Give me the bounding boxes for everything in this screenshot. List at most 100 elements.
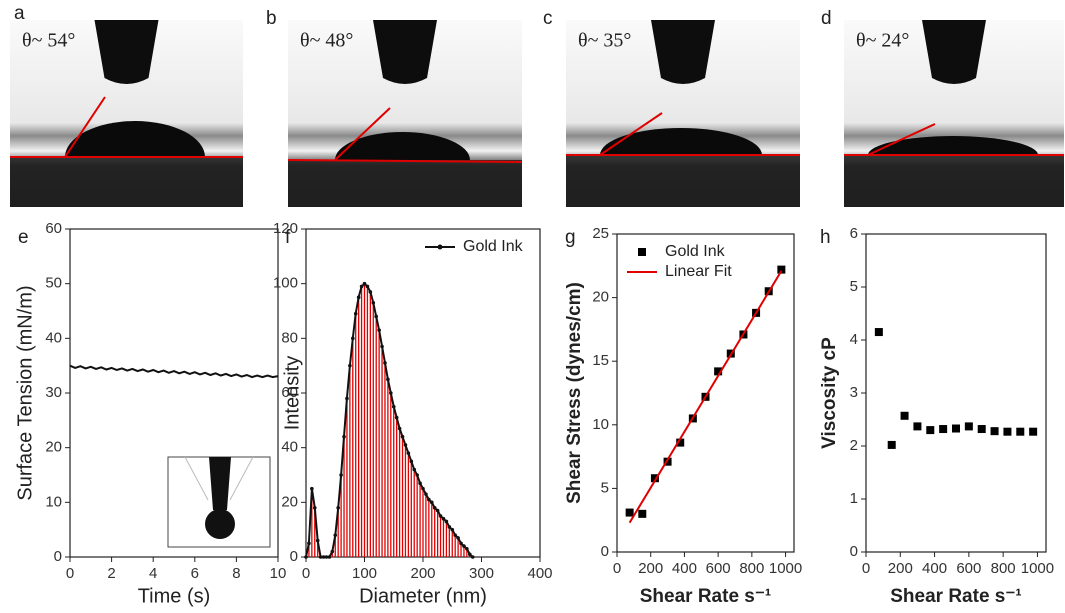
point: [310, 486, 314, 491]
point: [377, 328, 381, 332]
y-tick-label: 20: [45, 439, 62, 456]
point: [368, 290, 373, 294]
y-tick-label: 2: [850, 437, 858, 454]
x-axis-title: Shear Rate s⁻¹: [890, 586, 1021, 607]
y-tick-label: 0: [54, 548, 62, 565]
point: [952, 424, 960, 433]
panel-label: c: [543, 8, 553, 29]
panel-label: g: [565, 227, 576, 248]
point: [333, 533, 338, 537]
point: [412, 467, 417, 472]
needle: [922, 20, 986, 84]
x-tick-label: 200: [410, 565, 435, 582]
point: [470, 555, 475, 559]
point: [638, 509, 647, 518]
x-tick-label: 400: [922, 560, 947, 577]
plot-frame: [616, 233, 795, 553]
point: [874, 328, 883, 337]
y-tick-label: 15: [592, 352, 609, 369]
point: [926, 426, 935, 435]
y-tick-label: 40: [281, 439, 298, 456]
x-tick-label: 600: [706, 560, 731, 577]
panel-label: e: [18, 227, 29, 248]
point: [359, 284, 364, 289]
panel-label: b: [266, 8, 277, 29]
panel-label: f: [285, 227, 291, 248]
droplet: [65, 121, 205, 157]
chart: 0 1 2 3 4 5 6 0 200 400 600 800 1000 h Shear Rate s⁻¹ V…: [819, 225, 1054, 607]
y-tick-label: 4: [850, 331, 858, 348]
x-tick-label: 200: [888, 560, 913, 577]
x-tick-label: 800: [739, 560, 764, 577]
point: [394, 415, 399, 420]
x-tick-label: 800: [991, 560, 1016, 577]
tangent: [867, 123, 936, 156]
y-tick-label: 20: [592, 289, 609, 306]
point: [777, 265, 786, 274]
x-tick-label: 1000: [1021, 560, 1054, 577]
point: [1016, 427, 1025, 436]
point: [456, 536, 460, 540]
point: [421, 486, 425, 491]
point: [432, 506, 437, 510]
x-tick-label: 0: [613, 560, 621, 577]
x-tick-label: 8: [232, 565, 240, 582]
y-tick-label: 0: [601, 543, 609, 560]
x-tick-label: 1000: [769, 560, 802, 577]
contact-angle: θ~ 54°: [22, 30, 75, 52]
x-tick-label: 4: [149, 565, 157, 582]
point: [380, 344, 384, 349]
point: [415, 473, 419, 477]
point: [318, 555, 323, 559]
y-axis-title: Surface Tension (mN/m): [14, 285, 36, 500]
y-tick-label: 40: [45, 329, 62, 346]
point: [462, 544, 466, 548]
x-tick-label: 100: [352, 565, 377, 582]
x-axis-title: Shear Rate s⁻¹: [640, 586, 771, 607]
x-tick-label: 2: [107, 565, 115, 582]
point: [459, 541, 463, 546]
point: [468, 552, 472, 557]
y-axis-title: Viscosity cP: [819, 337, 840, 449]
x-tick-label: 300: [469, 565, 494, 582]
point: [453, 533, 457, 537]
y-tick-label: 25: [592, 225, 609, 242]
point: [427, 497, 431, 502]
series-line: [628, 270, 783, 524]
point: [406, 451, 411, 455]
point: [650, 474, 659, 483]
point: [438, 514, 443, 518]
point: [389, 391, 393, 395]
point: [321, 555, 326, 559]
y-tick-label: 6: [850, 225, 858, 242]
point: [400, 434, 405, 439]
y-tick-label: 0: [850, 543, 858, 560]
point: [330, 549, 335, 554]
x-tick-label: 400: [672, 560, 697, 577]
series-line: [305, 282, 474, 558]
x-tick-label: 200: [638, 560, 663, 577]
point: [304, 555, 308, 559]
y-tick-label: 60: [281, 384, 298, 401]
point: [990, 427, 999, 436]
substrate: [10, 157, 243, 207]
point: [977, 425, 986, 434]
x-tick-label: 0: [862, 560, 870, 577]
inset-photo: [167, 456, 271, 548]
legend-marker: [437, 244, 443, 250]
point: [450, 527, 455, 532]
droplet: [600, 128, 762, 155]
y-tick-label: 3: [850, 384, 858, 401]
substrate: [844, 155, 1064, 207]
point: [356, 295, 361, 300]
legend-marker: [638, 248, 646, 256]
point: [714, 367, 723, 376]
point: [391, 404, 396, 409]
point: [964, 422, 973, 431]
y-tick-label: 30: [45, 384, 62, 401]
point: [900, 411, 909, 420]
baseline: [287, 159, 523, 163]
tangent: [64, 96, 106, 158]
point: [418, 481, 422, 486]
